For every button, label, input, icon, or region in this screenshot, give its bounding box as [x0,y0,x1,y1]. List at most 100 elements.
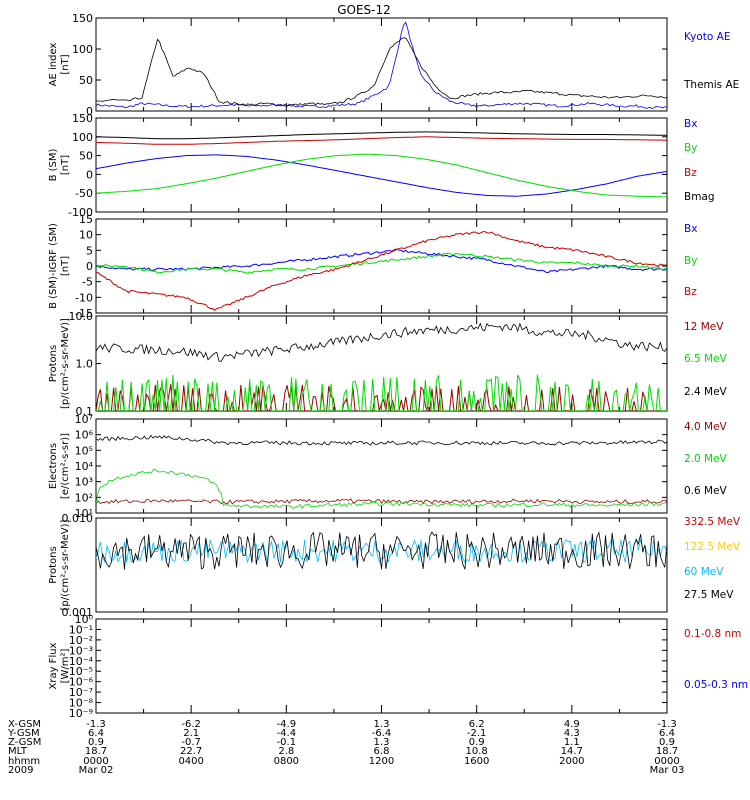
y-tick-label: 10¹ [75,507,93,520]
ephemeris-value: 1.1 [564,737,580,748]
series-group [96,531,667,570]
ephemeris-value: 1200 [369,756,394,767]
y-tick-label: 10⁻³ [69,644,93,657]
ephemeris-value: 1.3 [374,737,390,748]
panel-5: 10¹ 10² 10³ 10⁴ 10⁵ 10⁶ 10⁷ Electrons [e/(cm²-s-… [48,413,728,520]
y-axis-label: [W/m²] [60,648,71,683]
legend-entry: 2.4 MeV [684,386,728,398]
ephemeris-value: 1.3 [374,719,390,730]
series-line-4-0-mev [96,498,667,505]
y-tick-label: 10⁻² [69,634,93,647]
panel-frame [95,418,668,514]
ephemeris-value: Mar 02 [79,765,114,776]
ephemeris-value: -0.7 [181,737,201,748]
y-axis-label: Protons [48,345,59,382]
ephemeris-value: 6.4 [88,728,104,739]
y-axis-label: Xray Flux [48,642,59,689]
ephemeris-row-label: 2009 [8,765,33,776]
y-tick-label: 10⁻¹ [69,623,93,636]
y-axis-label: Protons [48,546,59,583]
y-tick-label: 50 [79,150,93,163]
y-tick-label: -5 [82,276,93,289]
y-tick-label: -10 [75,291,93,304]
legend-entry: Bz [684,286,697,298]
panel-frame [95,117,668,213]
y-axis-label: B (SM)-IGRF (SM) [48,223,59,309]
series-line-0-6-mev [96,434,667,446]
ephemeris-row-label: MLT [8,746,28,757]
ephemeris-row-label: hhmm [8,756,40,767]
series-group [96,322,667,411]
series-line-2-0-mev [96,468,667,509]
y-tick-label: 0.010 [62,512,94,525]
y-tick-label: 10 [79,229,93,242]
legend-entry: Bz [684,167,697,179]
y-tick-label: 10³ [75,476,93,489]
y-tick-label: 10⁻⁹ [69,707,93,720]
y-tick-label: 15 [79,213,93,226]
series-line-2-4-mev [96,322,667,362]
ephemeris-value: -6.2 [181,719,201,730]
legend-entry: 122.5 MeV [684,541,741,553]
legend-entry: 0.05-0.3 nm [684,679,748,691]
y-axis-label: [nT] [60,155,71,175]
y-tick-label: 0 [86,168,93,181]
ephemeris-value: 6.4 [659,728,675,739]
series-group [96,131,667,198]
legend-entry: 60 MeV [684,566,724,578]
legend-entry: Bmag [684,191,715,203]
y-axis-label: Electrons [48,443,59,489]
y-axis-label: [p/(cm²-s-sr-MeV)] [60,318,71,409]
panel-6: 0.001 0.010 Protons [p/(cm²-s-sr-MeV)] 332.5… [48,512,741,619]
series-line-6-5-mev [96,374,667,411]
ephemeris-value: 0000 [654,756,679,767]
y-axis-label: [e/(cm²-s-sr)] [60,433,71,499]
legend-entry: 0.6 MeV [684,485,728,497]
ephemeris-row-label: Z-GSM [8,737,41,748]
ephemeris-value: 2000 [559,756,584,767]
ephemeris-value: -4.9 [277,719,297,730]
panel-frame [95,315,668,412]
series-line-bx [96,154,667,197]
legend-entry: 0.1-0.8 nm [684,628,741,640]
y-tick-label: 100 [72,131,93,144]
ephemeris-value: 4.9 [564,719,580,730]
y-tick-label: 0 [86,105,93,118]
panel-frame [95,17,668,112]
legend-entry: Themis AE [683,79,739,91]
y-axis-label: [nT] [60,256,71,276]
y-tick-label: 0.1 [76,405,94,418]
ephemeris-value: Mar 03 [650,765,685,776]
ephemeris-value: -1.3 [657,719,677,730]
y-tick-label: -15 [75,307,93,320]
y-tick-label: 10.0 [69,310,94,323]
panel-4: 0.1 1.0 10.0 Protons [p/(cm²-s-sr-MeV)] 12 Me… [48,310,728,418]
ephemeris-value: 1600 [464,756,489,767]
legend-entry: 2.0 MeV [684,453,728,465]
legend-entry: Kyoto AE [684,31,730,43]
y-axis-label: [nT] [60,54,71,74]
y-tick-label: 100 [72,43,93,56]
ephemeris-value: 6.8 [374,746,390,757]
series-group [96,434,667,509]
series-line-by [96,153,667,198]
y-tick-label: 10⁻⁵ [69,665,93,678]
ephemeris-value: 18.7 [85,746,107,757]
ephemeris-value: 0.9 [88,737,104,748]
series-group [96,21,667,109]
series-line-bz [96,136,667,145]
ephemeris-row-label: X-GSM [8,719,41,730]
series-line-bz [96,230,667,311]
y-tick-label: 1.0 [76,358,94,371]
series-line-kyoto-ae [96,21,667,109]
ephemeris-row-label: Y-GSM [7,728,40,739]
legend-entry: 4.0 MeV [684,421,728,433]
ephemeris-value: -1.3 [86,719,106,730]
ephemeris-value: 6.2 [469,719,485,730]
ephemeris-value: 0400 [178,756,203,767]
y-axis-label: [p/(cm²-s-sr-MeV)] [60,519,71,610]
y-tick-label: 150 [72,112,93,125]
y-tick-label: 10⁻⁷ [69,686,93,699]
ephemeris-value: -0.1 [277,737,297,748]
